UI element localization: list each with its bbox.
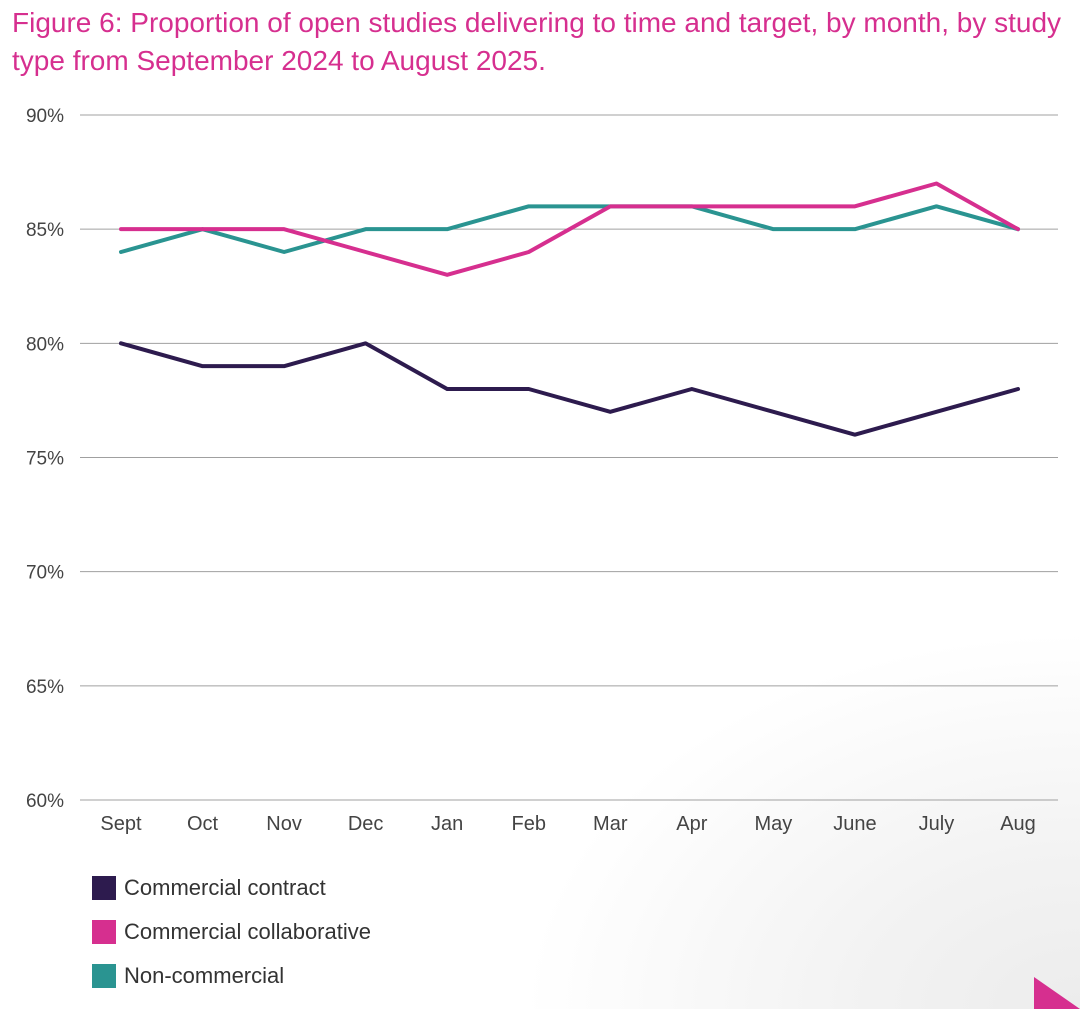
legend-item: Commercial collaborative [92, 910, 371, 954]
x-tick-label: Feb [511, 813, 545, 835]
x-tick-label: Aug [1000, 813, 1036, 835]
y-axis-tick-labels: 90% 85% 80% 75% 70% 65% 60% [26, 106, 64, 812]
x-tick-label: Apr [676, 813, 707, 835]
series-line-commercial-collaborative [119, 181, 1020, 277]
x-tick-label: Dec [348, 813, 384, 835]
series-line-non-commercial [119, 204, 1020, 254]
legend-item: Commercial contract [92, 866, 371, 910]
gridlines [80, 114, 1058, 801]
x-axis-tick-labels: Sept Oct Nov Dec Jan Feb Mar Apr May June July Aug [100, 813, 1035, 835]
legend-label: Commercial contract [124, 875, 326, 900]
y-tick-label: 65% [26, 677, 64, 698]
x-tick-label: Mar [593, 813, 628, 835]
y-tick-label: 60% [26, 791, 64, 812]
x-tick-label: June [833, 813, 876, 835]
y-tick-label: 70% [26, 563, 64, 584]
legend-swatch [92, 876, 116, 900]
x-tick-label: May [754, 813, 792, 835]
x-tick-label: Oct [187, 813, 219, 835]
y-tick-label: 80% [26, 334, 64, 355]
legend: Commercial contract Commercial collaborat… [92, 866, 371, 998]
x-tick-label: July [919, 813, 955, 835]
background-shading [520, 629, 1080, 1009]
chart-title: Figure 6: Proportion of open studies del… [12, 7, 1062, 76]
x-tick-label: Nov [266, 813, 302, 835]
legend-label: Commercial collaborative [124, 919, 371, 944]
legend-label: Non-commercial [124, 963, 285, 988]
y-tick-label: 90% [26, 106, 64, 127]
series-line-commercial-contract [119, 341, 1020, 437]
legend-swatch [92, 964, 116, 988]
corner-triangle-icon [1034, 977, 1080, 1009]
legend-item: Non-commercial [92, 954, 371, 998]
x-tick-label: Jan [431, 813, 463, 835]
y-tick-label: 85% [26, 220, 64, 241]
y-tick-label: 75% [26, 449, 64, 470]
x-tick-label: Sept [100, 813, 142, 835]
legend-swatch [92, 920, 116, 944]
series-lines [119, 181, 1020, 437]
